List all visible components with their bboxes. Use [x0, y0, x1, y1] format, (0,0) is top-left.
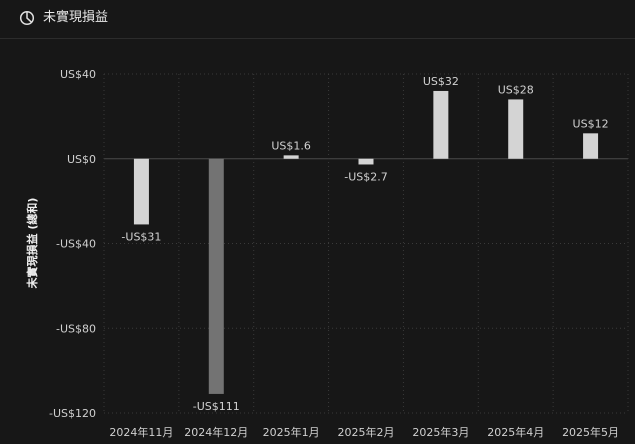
- bar-3[interactable]: [283, 155, 299, 159]
- x-tick-label: 2024年11月: [109, 425, 173, 439]
- bar-4[interactable]: [358, 158, 374, 165]
- y-tick-labels: US$40 US$0 -US$40 -US$80 -US$120: [49, 68, 96, 420]
- x-tick-label: 2025年3月: [412, 425, 469, 439]
- data-label: US$12: [573, 117, 609, 130]
- data-label: -US$111: [193, 400, 240, 413]
- data-label: -US$2.7: [344, 170, 388, 183]
- y-tick-label: US$0: [67, 153, 96, 166]
- y-tick-label: -US$120: [49, 407, 96, 420]
- x-tick-label: 2025年5月: [562, 425, 619, 439]
- widget-title: 未實現損益: [43, 10, 109, 25]
- data-label: -US$31: [121, 230, 161, 243]
- bar-5[interactable]: [433, 90, 449, 159]
- x-tick-label: 2024年12月: [184, 425, 248, 439]
- grid-layer: [103, 73, 629, 414]
- x-tick-label: 2025年4月: [487, 425, 544, 439]
- bars-layer: [133, 90, 599, 394]
- x-tick-label: 2025年2月: [338, 425, 395, 439]
- bar-1[interactable]: [133, 158, 149, 225]
- y-tick-label: -US$40: [56, 238, 96, 251]
- data-label: US$1.6: [271, 139, 311, 152]
- x-tick-labels: 2024年11月 2024年12月 2025年1月 2025年2月 2025年3月 202…: [109, 425, 619, 439]
- y-tick-label: US$40: [60, 68, 96, 81]
- bar-7[interactable]: [583, 133, 599, 159]
- bar-2[interactable]: [208, 158, 224, 394]
- data-label: US$28: [498, 83, 534, 96]
- bar-6[interactable]: [508, 99, 524, 159]
- widget-header: 未實現損益: [0, 0, 635, 39]
- pie-chart-icon: [19, 10, 35, 26]
- x-tick-label: 2025年1月: [263, 425, 320, 439]
- data-label: US$32: [423, 75, 459, 88]
- y-axis-title: 未實現損益 (總和): [25, 198, 39, 290]
- data-labels: -US$31 -US$111 US$1.6 -US$2.7 US$32 US$28 US$1…: [121, 75, 608, 413]
- y-tick-label: -US$80: [56, 322, 96, 335]
